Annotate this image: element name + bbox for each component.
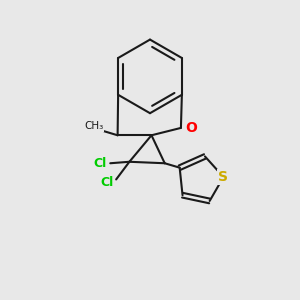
Text: O: O <box>185 121 197 135</box>
Text: S: S <box>218 170 229 184</box>
Text: CH₃: CH₃ <box>84 122 104 131</box>
Text: Cl: Cl <box>93 157 106 170</box>
Text: Cl: Cl <box>101 176 114 189</box>
